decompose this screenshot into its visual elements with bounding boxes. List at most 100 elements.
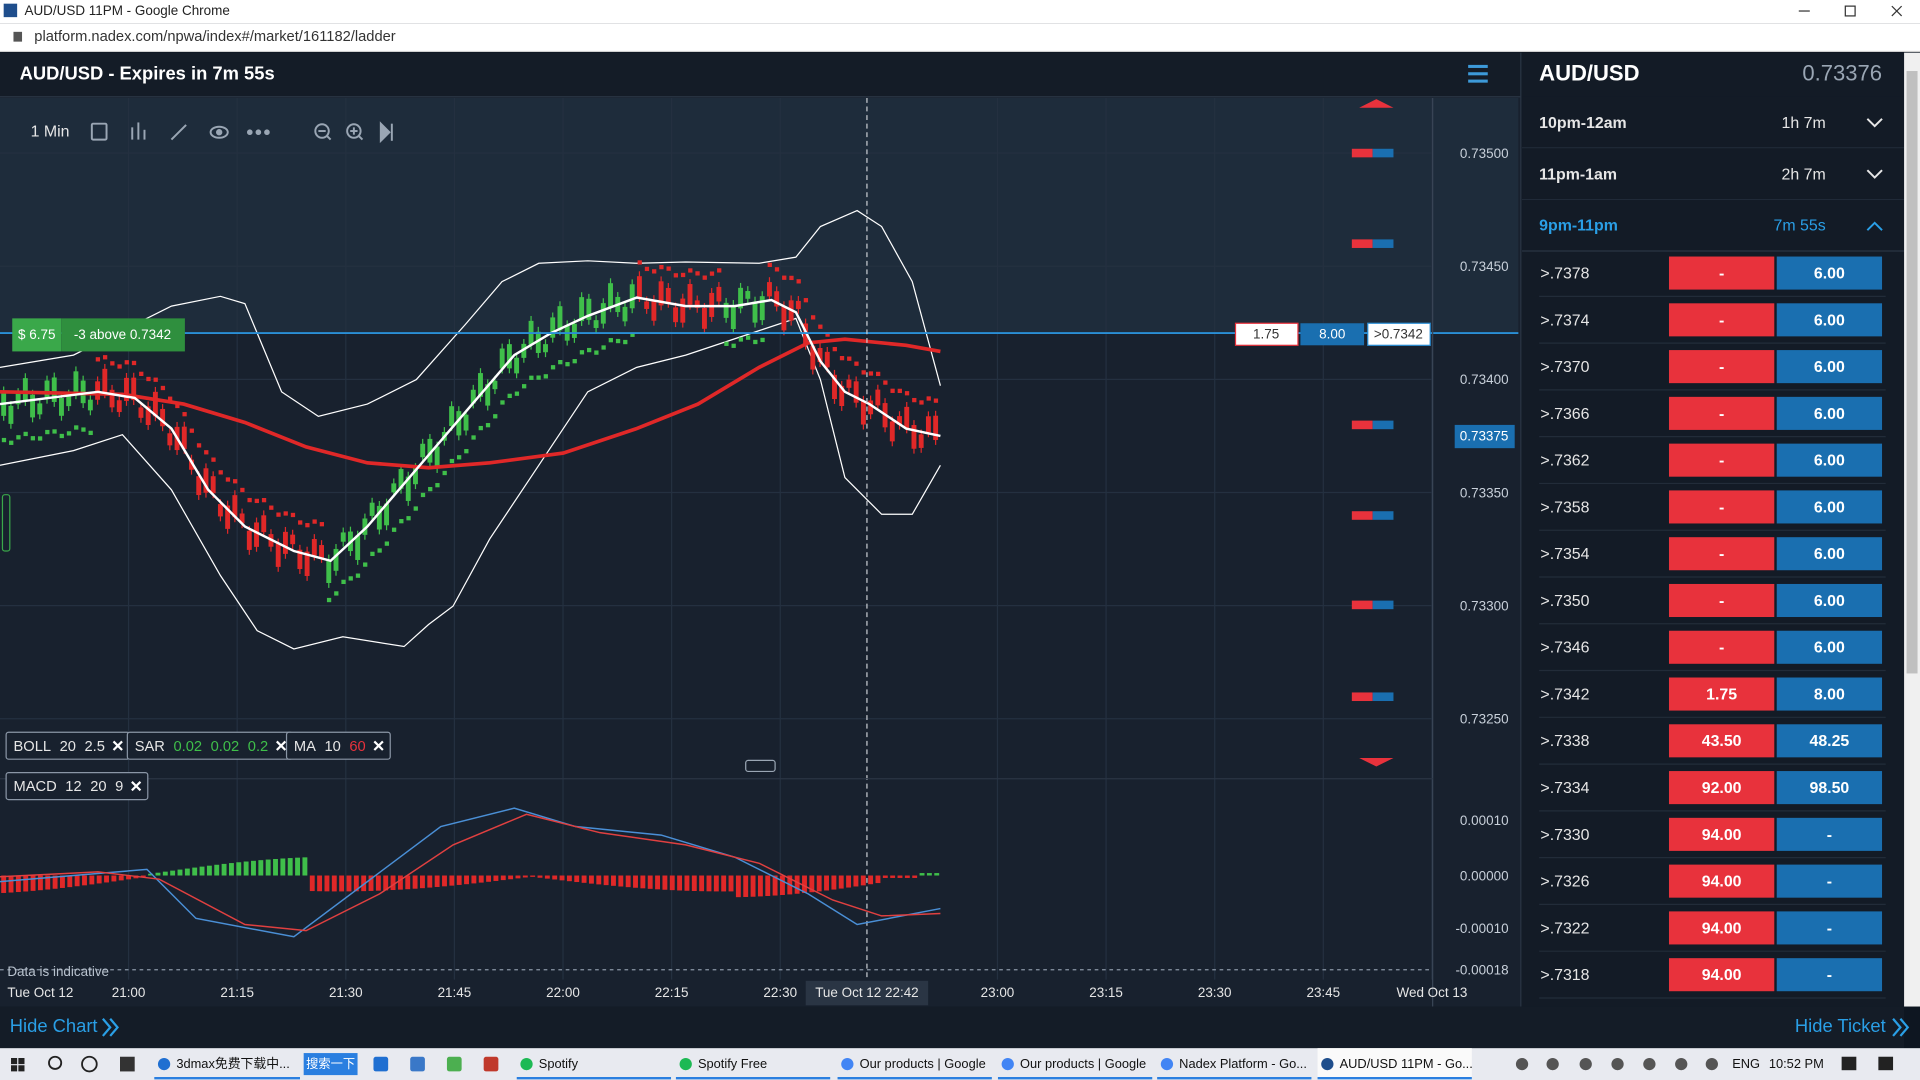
sell-button[interactable] bbox=[1668, 256, 1775, 290]
search-box[interactable] bbox=[303, 1053, 358, 1076]
buy-button[interactable] bbox=[1776, 724, 1883, 758]
buy-button[interactable] bbox=[1776, 490, 1883, 524]
close-icon[interactable] bbox=[276, 740, 287, 751]
candle bbox=[87, 399, 93, 411]
sell-button[interactable] bbox=[1668, 537, 1775, 571]
buy-button[interactable] bbox=[1776, 817, 1883, 851]
sell-button[interactable] bbox=[1668, 724, 1775, 758]
close-icon[interactable] bbox=[373, 740, 384, 751]
buy-button[interactable] bbox=[1776, 958, 1883, 992]
sar-dot bbox=[514, 391, 520, 396]
sar-dot bbox=[102, 355, 108, 360]
macd-bar bbox=[684, 875, 690, 891]
buy-button[interactable] bbox=[1776, 771, 1883, 805]
sell-button[interactable] bbox=[1668, 350, 1775, 384]
interval-button[interactable]: 1 Min bbox=[31, 123, 70, 140]
sell-button[interactable] bbox=[1668, 490, 1775, 524]
sar-dot bbox=[211, 457, 216, 462]
item-icon bbox=[1001, 1057, 1014, 1071]
action-center[interactable] bbox=[1878, 1056, 1894, 1071]
address-bar[interactable] bbox=[0, 23, 1920, 52]
hide-chart[interactable]: Hide Chart bbox=[10, 1015, 98, 1036]
buy-button[interactable] bbox=[1776, 256, 1883, 290]
pinned-icon[interactable] bbox=[410, 1056, 425, 1072]
buy-button[interactable] bbox=[1776, 443, 1883, 477]
strike-box[interactable] bbox=[1367, 322, 1431, 346]
indicator-chip[interactable] bbox=[5, 772, 149, 801]
buy-button[interactable] bbox=[1776, 537, 1883, 571]
tray-icon[interactable] bbox=[1546, 1057, 1559, 1071]
tray-icon[interactable] bbox=[1515, 1057, 1529, 1071]
sar-dot bbox=[868, 371, 874, 376]
expiry-row[interactable] bbox=[1522, 199, 1905, 252]
macd-bar bbox=[449, 875, 455, 886]
active-item[interactable] bbox=[1317, 1048, 1472, 1080]
tray-icon[interactable] bbox=[1579, 1057, 1592, 1071]
chevron[interactable] bbox=[1866, 169, 1883, 179]
candle bbox=[15, 393, 21, 405]
close-icon[interactable] bbox=[131, 781, 142, 792]
sell-button[interactable] bbox=[1668, 911, 1775, 945]
sell-button[interactable] bbox=[1668, 396, 1775, 430]
buy-button[interactable] bbox=[1776, 303, 1883, 337]
macd-bar bbox=[331, 875, 337, 892]
axes: 0.73500 0.73450 0.73400 0.73350 0.73300 0.732… bbox=[7, 146, 1509, 1006]
sell-button[interactable] bbox=[1668, 443, 1775, 477]
pinned-icon[interactable] bbox=[446, 1056, 462, 1072]
macd-bar bbox=[412, 875, 418, 889]
pane-resizer[interactable] bbox=[745, 759, 776, 773]
task-view[interactable] bbox=[81, 1055, 98, 1073]
sar-dot bbox=[818, 324, 823, 329]
sell-button[interactable] bbox=[1668, 864, 1775, 898]
notification-icon[interactable] bbox=[1841, 1056, 1857, 1071]
expiry-row[interactable] bbox=[1522, 96, 1905, 149]
bid-box[interactable] bbox=[1234, 322, 1299, 346]
side-handle[interactable] bbox=[1, 494, 11, 552]
tray-icon[interactable] bbox=[1705, 1057, 1718, 1071]
sell-button[interactable] bbox=[1668, 817, 1775, 851]
pinned-icon[interactable] bbox=[373, 1056, 389, 1072]
buy-button[interactable] bbox=[1776, 911, 1883, 945]
close-icon[interactable] bbox=[112, 740, 123, 751]
candle bbox=[297, 549, 303, 570]
sell-button[interactable] bbox=[1668, 958, 1775, 992]
candle bbox=[673, 307, 678, 323]
scroll-thumb[interactable] bbox=[1906, 71, 1918, 674]
chevron[interactable] bbox=[1866, 221, 1883, 231]
macd-bar bbox=[74, 875, 80, 887]
sell-button[interactable] bbox=[1668, 303, 1775, 337]
bollinger-lower bbox=[0, 317, 941, 650]
sell-button[interactable] bbox=[1668, 771, 1775, 805]
menu-icon[interactable] bbox=[1468, 64, 1488, 83]
sell-button[interactable] bbox=[1668, 677, 1775, 711]
buy-button[interactable] bbox=[1776, 677, 1883, 711]
pinned-icon[interactable] bbox=[483, 1056, 499, 1072]
offer-box[interactable] bbox=[1300, 323, 1365, 346]
chevron[interactable] bbox=[1866, 118, 1883, 128]
tray-icon[interactable] bbox=[1675, 1057, 1688, 1071]
buy-button[interactable] bbox=[1776, 583, 1883, 618]
url[interactable]: platform.nadex.com/npwa/index#/market/16… bbox=[34, 29, 396, 45]
indicator-chip[interactable] bbox=[285, 731, 391, 760]
sell-button[interactable] bbox=[1668, 630, 1775, 664]
candle bbox=[463, 414, 469, 431]
start-button[interactable] bbox=[11, 1057, 25, 1072]
chart-title: AUD/USD - Expires in 7m 55s bbox=[20, 63, 275, 84]
sell-button[interactable] bbox=[1668, 583, 1775, 618]
expiry-row[interactable] bbox=[1522, 148, 1905, 200]
buy-button[interactable] bbox=[1776, 864, 1883, 898]
strike-label: >.7326 bbox=[1540, 874, 1589, 891]
hide-ticket[interactable]: Hide Ticket bbox=[1795, 1015, 1886, 1036]
toolbar-icons[interactable] bbox=[90, 121, 393, 144]
app-icon[interactable] bbox=[120, 1056, 135, 1072]
tray-icon[interactable] bbox=[1643, 1057, 1656, 1071]
buy-button[interactable] bbox=[1776, 350, 1883, 384]
sell-price: - bbox=[1719, 406, 1724, 423]
buy-button[interactable] bbox=[1776, 396, 1883, 430]
macd-label: -0.00018 bbox=[1455, 963, 1508, 978]
sell-price: - bbox=[1719, 499, 1724, 516]
tray-icon[interactable] bbox=[1611, 1057, 1624, 1071]
buy-button[interactable] bbox=[1776, 630, 1883, 664]
search-icon[interactable] bbox=[48, 1055, 63, 1070]
window-controls[interactable] bbox=[1798, 5, 1903, 17]
